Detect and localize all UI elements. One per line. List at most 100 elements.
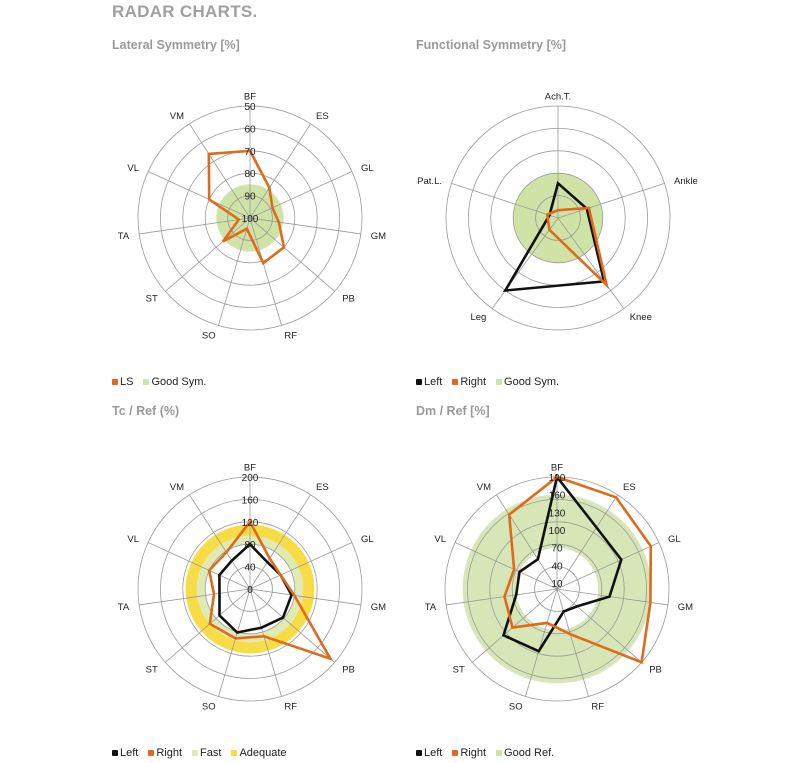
grid-spoke: [249, 217, 361, 235]
legend-label: Left: [424, 376, 443, 388]
axis-label: BF: [244, 92, 256, 103]
legend-label: Fast: [200, 747, 222, 759]
axis-label: VM: [170, 111, 184, 122]
tick-label: 60: [244, 124, 256, 135]
grid-spoke: [249, 588, 282, 697]
legend-label: Right: [460, 376, 487, 388]
page-title: RADAR CHARTS.: [112, 2, 258, 21]
axis-label: Pat.L.: [417, 176, 442, 187]
legend-item: LS: [112, 376, 133, 388]
grid-spoke: [472, 588, 558, 663]
grid-spoke: [249, 494, 311, 590]
series-line-left: [501, 474, 623, 653]
grid-spoke: [249, 588, 335, 663]
legend-label: Right: [460, 747, 487, 759]
chart-title-tc: Tc / Ref (%): [112, 404, 180, 418]
legend-item: Right: [148, 747, 182, 759]
grid-spoke: [249, 588, 361, 606]
grid-spoke: [525, 588, 558, 697]
legend-item: Right: [452, 376, 486, 388]
radar-chart-functional: Ach.T. Ankle Knee Leg Pat.L.: [417, 92, 698, 331]
legend-label: Left: [424, 747, 443, 759]
tick-label: 70: [551, 544, 563, 555]
grid-spoke: [557, 183, 665, 219]
grid-spoke: [139, 217, 251, 235]
grid-spoke: [556, 588, 642, 663]
grid-spoke: [454, 542, 558, 590]
axis-label: Leg: [470, 312, 486, 323]
axis-label: Knee: [630, 312, 652, 323]
series-line-right: [207, 519, 334, 662]
chart-title-dm: Dm / Ref [%]: [416, 404, 490, 418]
grid-spoke: [165, 588, 251, 663]
axis-label: ES: [316, 482, 329, 493]
legend-label: Right: [156, 747, 183, 759]
grid-spoke: [139, 588, 251, 606]
series-line-right: [545, 206, 609, 290]
tick-label: 100: [242, 214, 259, 225]
legend-label: Left: [120, 747, 139, 759]
tick-label: 190: [549, 473, 566, 484]
grid-spoke: [218, 217, 251, 326]
axis-label: ST: [146, 664, 158, 675]
axis-label: PB: [342, 664, 355, 675]
axis-label: TA: [118, 602, 130, 613]
axis-label: RF: [284, 702, 297, 713]
tick-label: 130: [549, 508, 566, 519]
legend-swatch: [112, 750, 118, 756]
chart-title-functional: Functional Symmetry [%]: [416, 38, 567, 52]
axis-label: GL: [361, 163, 374, 174]
axis-label: GM: [371, 602, 386, 613]
legend-swatch: [452, 379, 459, 385]
axis-label: SO: [202, 702, 216, 713]
legend-swatch: [416, 750, 422, 756]
grid-spoke: [249, 217, 282, 326]
legend-label: Good Ref.: [504, 747, 555, 759]
axis-label: VL: [127, 163, 139, 174]
grid-spoke: [189, 494, 251, 590]
legend-label: Adequate: [239, 747, 287, 759]
tick-label: 120: [242, 518, 259, 529]
legend-item: Left: [112, 747, 138, 759]
grid-spoke: [249, 123, 311, 219]
tick-label: 10: [551, 579, 563, 590]
axis-label: ES: [316, 111, 329, 122]
tick-label: 80: [244, 169, 256, 180]
axis-label: PB: [342, 293, 355, 304]
axis-label: VM: [170, 482, 184, 493]
series-line-right: [503, 475, 653, 665]
legend-swatch: [496, 379, 503, 385]
grid-spoke: [249, 217, 335, 292]
grid-spoke: [556, 494, 618, 590]
axis-label: ST: [146, 293, 158, 304]
legend-tc: Left Right Fast Adequate: [112, 747, 287, 759]
legend-lateral: LS Good Sym.: [112, 376, 207, 388]
tick-label: 50: [244, 102, 256, 113]
axis-label: TA: [118, 231, 130, 242]
legend-functional: Left Right Good Sym.: [416, 376, 559, 388]
grid-spoke: [451, 183, 559, 219]
grid-spoke: [556, 542, 660, 590]
radar-chart-lateral: 50 60 70 80 90 100 BF ES GL GM PB RF SO ST TA VL VM: [118, 92, 386, 342]
grid-spoke: [249, 171, 353, 219]
axis-label: GM: [371, 231, 386, 242]
grid-spoke: [556, 588, 589, 697]
legend-swatch: [452, 750, 459, 756]
tick-label: 100: [549, 526, 566, 537]
tick-label: 40: [551, 561, 563, 572]
grid-spoke: [147, 171, 251, 219]
grid-spoke: [249, 542, 353, 590]
legend-swatch: [192, 750, 199, 756]
axis-label: GL: [668, 534, 681, 545]
band-good-ref-: [462, 494, 652, 684]
tick-label: 160: [242, 495, 259, 506]
grid-spoke: [189, 123, 251, 219]
grid-spoke: [165, 217, 251, 292]
legend-swatch: [231, 750, 238, 756]
axis-label: RF: [284, 331, 297, 342]
chart-title-lateral: Lateral Symmetry [%]: [112, 38, 240, 52]
grid-spoke: [147, 542, 251, 590]
axis-label: BF: [551, 463, 563, 474]
legend-swatch: [143, 379, 150, 385]
